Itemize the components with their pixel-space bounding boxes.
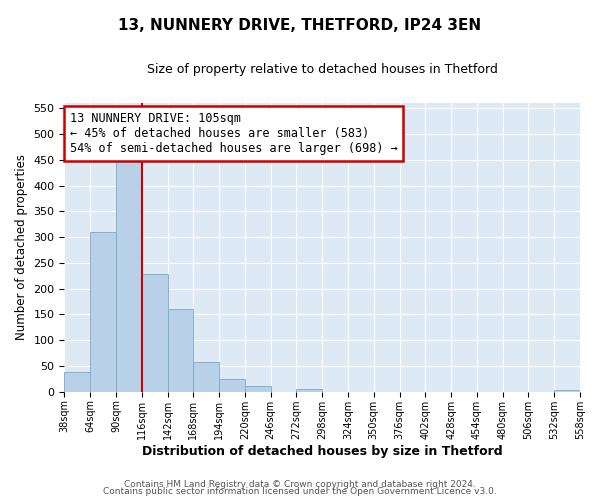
Title: Size of property relative to detached houses in Thetford: Size of property relative to detached ho… [147,62,497,76]
Bar [219,379,245,392]
Y-axis label: Number of detached properties: Number of detached properties [15,154,28,340]
Bar [167,310,193,392]
Bar [90,232,116,392]
Bar [142,274,167,392]
Bar [296,389,322,392]
Bar [116,156,142,392]
Text: 13, NUNNERY DRIVE, THETFORD, IP24 3EN: 13, NUNNERY DRIVE, THETFORD, IP24 3EN [118,18,482,32]
Bar [245,386,271,392]
Bar [193,362,219,392]
Text: Contains HM Land Registry data © Crown copyright and database right 2024.: Contains HM Land Registry data © Crown c… [124,480,476,489]
X-axis label: Distribution of detached houses by size in Thetford: Distribution of detached houses by size … [142,444,503,458]
Bar [554,390,580,392]
Text: Contains public sector information licensed under the Open Government Licence v3: Contains public sector information licen… [103,488,497,496]
Bar [64,372,90,392]
Text: 13 NUNNERY DRIVE: 105sqm
← 45% of detached houses are smaller (583)
54% of semi-: 13 NUNNERY DRIVE: 105sqm ← 45% of detach… [70,112,397,154]
